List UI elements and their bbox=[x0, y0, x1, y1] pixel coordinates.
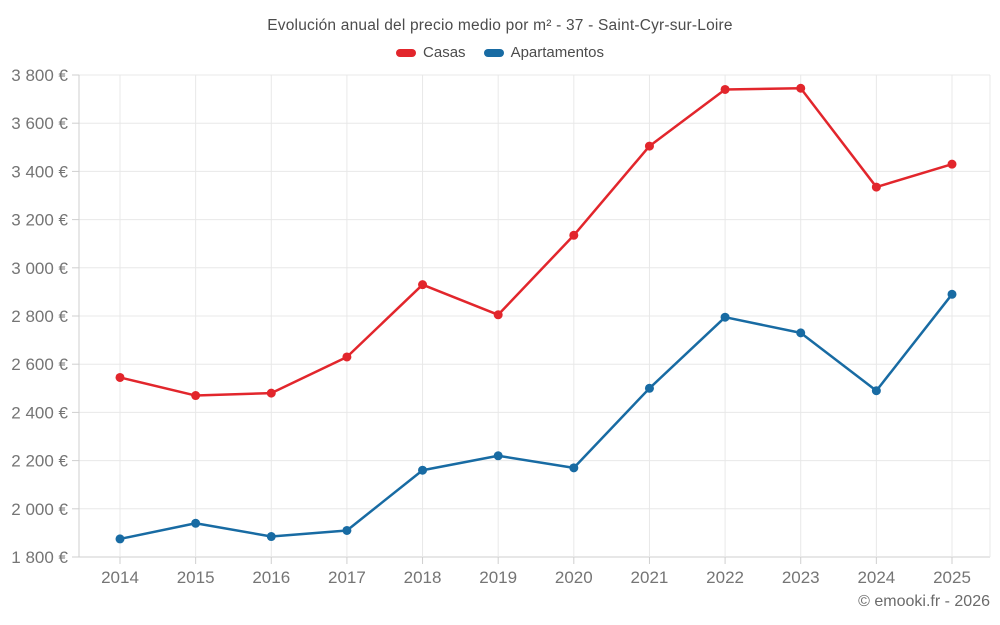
apartamentos-point[interactable] bbox=[569, 463, 579, 473]
casas-point[interactable] bbox=[569, 230, 579, 240]
casas-point[interactable] bbox=[493, 310, 503, 320]
y-tick-label: 3 200 € bbox=[11, 211, 68, 230]
apartamentos-point[interactable] bbox=[342, 525, 352, 535]
legend-item-apartamentos[interactable]: Apartamentos bbox=[483, 44, 604, 61]
y-tick-label: 2 800 € bbox=[11, 307, 68, 326]
x-tick-label: 2014 bbox=[101, 568, 139, 587]
y-tick-label: 1 800 € bbox=[11, 548, 68, 567]
chart-legend: Casas Apartamentos bbox=[0, 44, 1000, 61]
casas-point[interactable] bbox=[115, 372, 125, 382]
legend-swatch-icon bbox=[396, 48, 417, 57]
y-tick-label: 3 000 € bbox=[11, 259, 68, 278]
apartamentos-point[interactable] bbox=[266, 532, 276, 542]
x-tick-label: 2021 bbox=[631, 568, 669, 587]
casas-point[interactable] bbox=[947, 159, 957, 169]
casas-point[interactable] bbox=[871, 182, 881, 192]
apartamentos-point[interactable] bbox=[720, 312, 730, 322]
legend-label: Casas bbox=[423, 44, 466, 61]
apartamentos-point[interactable] bbox=[644, 383, 654, 393]
legend-item-casas[interactable]: Casas bbox=[396, 44, 466, 61]
legend-swatch-icon bbox=[483, 48, 504, 57]
casas-line bbox=[118, 87, 954, 397]
casas-point[interactable] bbox=[418, 280, 428, 290]
y-tick-label: 2 000 € bbox=[11, 500, 68, 519]
casas-point[interactable] bbox=[266, 388, 276, 398]
x-tick-label: 2025 bbox=[933, 568, 971, 587]
y-tick-label: 3 600 € bbox=[11, 114, 68, 133]
x-tick-label: 2024 bbox=[857, 568, 895, 587]
x-tick-label: 2019 bbox=[479, 568, 517, 587]
apartamentos-point[interactable] bbox=[947, 289, 957, 299]
y-tick-label: 2 400 € bbox=[11, 403, 68, 422]
casas-point[interactable] bbox=[191, 391, 201, 401]
x-tick-label: 2018 bbox=[404, 568, 442, 587]
chart-title: Evolución anual del precio medio por m² … bbox=[267, 17, 733, 34]
x-tick-label: 2015 bbox=[177, 568, 215, 587]
x-tick-label: 2023 bbox=[782, 568, 820, 587]
apartamentos-line bbox=[118, 293, 954, 541]
copyright-credit: © emooki.fr - 2026 bbox=[858, 593, 990, 610]
x-tick-label: 2020 bbox=[555, 568, 593, 587]
apartamentos-point[interactable] bbox=[418, 465, 428, 475]
casas-point[interactable] bbox=[796, 83, 806, 93]
apartamentos-point[interactable] bbox=[115, 534, 125, 544]
y-tick-label: 3 800 € bbox=[11, 66, 68, 85]
x-tick-label: 2016 bbox=[252, 568, 290, 587]
y-tick-label: 2 600 € bbox=[11, 355, 68, 374]
x-tick-label: 2017 bbox=[328, 568, 366, 587]
y-tick-label: 3 400 € bbox=[11, 162, 68, 181]
apartamentos-point[interactable] bbox=[871, 386, 881, 396]
apartamentos-point[interactable] bbox=[493, 451, 503, 461]
apartamentos-point[interactable] bbox=[191, 518, 201, 528]
casas-point[interactable] bbox=[644, 141, 654, 151]
legend-label: Apartamentos bbox=[510, 44, 604, 61]
y-tick-label: 2 200 € bbox=[11, 452, 68, 471]
casas-point[interactable] bbox=[342, 352, 352, 362]
apartamentos-point[interactable] bbox=[796, 328, 806, 338]
casas-point[interactable] bbox=[720, 84, 730, 94]
x-tick-label: 2022 bbox=[706, 568, 744, 587]
